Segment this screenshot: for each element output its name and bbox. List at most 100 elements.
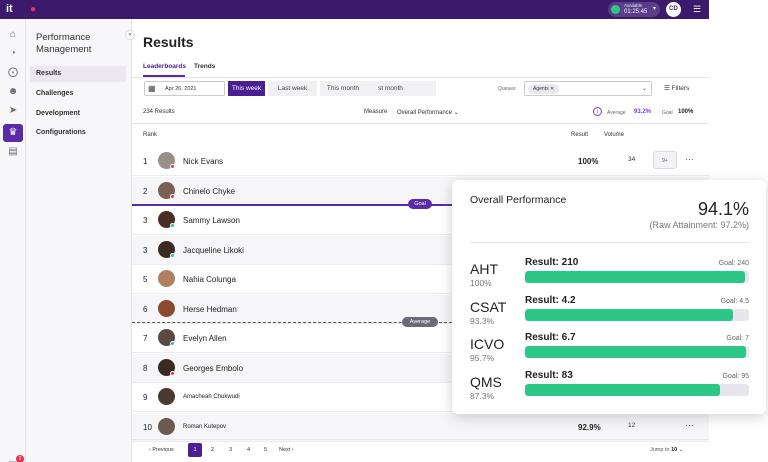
tab-trends[interactable]: Trends — [194, 63, 216, 70]
metric-name: ICVO — [470, 336, 505, 352]
goal-label: Goal — [662, 110, 673, 116]
more-options-icon[interactable]: ⋯ — [685, 154, 694, 164]
agent-name[interactable]: Amacheah Chukwudi — [183, 394, 240, 400]
agent-name[interactable]: Sammy Lawson — [183, 216, 240, 225]
previous-page-button[interactable]: ‹ Previous — [149, 447, 174, 453]
rank-value: 5 — [143, 275, 148, 284]
availability-status[interactable]: Available 01:25:45 ▾ — [608, 2, 660, 17]
table-row[interactable]: 9 Amacheah Chukwudi — [132, 383, 709, 412]
avatar[interactable] — [158, 299, 175, 317]
next-page-button[interactable]: Next › — [279, 447, 294, 453]
table-row[interactable]: 7 Evelyn Allen — [132, 324, 709, 353]
metric-progress-bar — [525, 308, 749, 321]
pagination: ‹ Previous 1 2 3 4 5 Next › Jump to 10 ⌄ — [132, 439, 709, 462]
more-options-icon[interactable]: ⋯ — [685, 419, 694, 430]
agent-name[interactable]: Jacqueline Likoki — [183, 245, 244, 255]
table-row[interactable]: 1 Nick Evans 100% 34 9+ ⋯ — [132, 147, 709, 176]
column-header-volume[interactable]: Volume — [604, 132, 625, 138]
presence-dot-icon — [170, 193, 175, 199]
metric-result: Result: 210 — [525, 257, 579, 268]
megaphone-icon[interactable]: ➤ — [8, 105, 18, 116]
clipboard-icon[interactable]: ▤ — [8, 146, 18, 157]
info-icon[interactable]: i — [593, 107, 602, 116]
avatar[interactable] — [158, 417, 175, 435]
metric-progress-fill — [525, 383, 720, 396]
app-logo[interactable]: it — [6, 3, 13, 15]
metric-goal: Goal: 240 — [718, 260, 749, 267]
metric-goal: Goal: 7 — [726, 335, 749, 342]
agent-name[interactable]: Evelyn Allen — [183, 334, 227, 343]
agent-name[interactable]: Chinelo Chyke — [183, 186, 236, 196]
team-icon[interactable]: ☻ — [7, 86, 19, 97]
trophy-icon[interactable]: ♛ — [3, 124, 23, 142]
page-button-4[interactable]: 4 — [247, 447, 251, 453]
goal-marker: Goal — [408, 199, 432, 209]
page-button-1[interactable]: 1 — [188, 443, 202, 457]
date-picker[interactable]: ▦ Apr 26, 2021 — [144, 81, 225, 96]
date-value: Apr 26, 2021 — [165, 86, 197, 92]
period-this-month[interactable]: This month — [320, 81, 366, 96]
filters-button[interactable]: ☰ Filters — [664, 85, 690, 92]
period-this-week[interactable]: This week — [228, 81, 265, 96]
page-button-5[interactable]: 5 — [264, 447, 268, 453]
apps-grid-icon[interactable]: ▦ — [8, 460, 20, 462]
presence-dot-icon — [170, 341, 175, 346]
agent-name[interactable]: Herse Hedman — [183, 304, 237, 314]
subnav-item-challenges[interactable]: Challenges — [36, 90, 74, 97]
subnav-item-development[interactable]: Development — [36, 110, 80, 117]
high-five-button[interactable]: 9+ — [653, 151, 677, 169]
period-last-week[interactable]: Last week — [268, 81, 317, 96]
table-row[interactable]: 3 Sammy Lawson — [132, 206, 709, 235]
rank-value: 1 — [143, 157, 148, 166]
avatar[interactable] — [158, 388, 175, 405]
collapse-chevron-icon[interactable]: « — [125, 30, 135, 40]
calendar-icon: ▦ — [148, 84, 156, 93]
page-button-2[interactable]: 2 — [211, 447, 215, 453]
tab-leaderboards[interactable]: Leaderboards — [143, 63, 186, 70]
metric-row: CSAT 93.3% Result: 4.2 Goal: 4.5 — [470, 295, 750, 335]
compass-icon[interactable]: ⨀ — [8, 67, 18, 78]
top-bar: it ● Available 01:25:45 ▾ CD ☰ — [0, 0, 709, 19]
left-rail: ⌂ ◔ ⨀ ☻ ➤ ♛ ▤ ▦ 2 — [0, 19, 26, 462]
agent-name[interactable]: Nick Evans — [183, 157, 224, 166]
column-header-result[interactable]: Result — [571, 132, 589, 138]
home-icon[interactable]: ⌂ — [9, 29, 17, 40]
agent-name[interactable]: Georges Embolo — [183, 363, 244, 373]
subnav-item-results[interactable]: Results — [30, 66, 126, 82]
status-timer: 01:25:45 — [624, 9, 648, 15]
main-content: Results Leaderboards Trends ▦ Apr 26, 20… — [132, 19, 709, 462]
card-subtitle: (Raw Attainment: 97.2%) — [649, 220, 749, 230]
metric-progress-fill — [525, 308, 734, 321]
subnav-item-configurations[interactable]: Configurations — [36, 129, 86, 136]
table-row[interactable]: 5 Nahia Colunga — [132, 265, 709, 294]
page-title: Results — [143, 34, 194, 50]
rank-value: 8 — [143, 363, 148, 373]
metric-progress-bar — [525, 271, 749, 283]
period-last-month[interactable]: st month — [366, 81, 436, 96]
column-header-rank[interactable]: Rank — [143, 132, 158, 138]
average-value: 93.2% — [634, 109, 652, 115]
agent-name[interactable]: Nahia Colunga — [183, 275, 236, 284]
average-label: Average — [607, 110, 626, 116]
queue-chip[interactable]: Agents ✕ — [528, 84, 560, 94]
queues-select[interactable]: Agents ✕ ⌄ — [524, 81, 652, 96]
user-avatar[interactable]: CD — [666, 2, 681, 17]
avatar[interactable] — [158, 270, 175, 287]
agent-name[interactable]: Roman Kutepov — [183, 423, 227, 430]
side-panel-icon[interactable]: ☰ — [693, 4, 702, 14]
table-row[interactable]: 10 Roman Kutepov 92.9% 12 ⋯ — [132, 412, 709, 442]
status-dot-icon — [611, 5, 620, 14]
metric-percent: 93.3% — [470, 315, 495, 326]
metric-progress-bar — [525, 346, 749, 358]
measure-select[interactable]: Overall Performance ⌄ — [397, 110, 459, 116]
metric-name: AHT — [470, 261, 498, 277]
jump-to-select[interactable]: Jump to 10 ⌄ — [650, 447, 684, 453]
metric-row: AHT 100% Result: 210 Goal: 240 — [470, 257, 750, 297]
divider — [132, 123, 709, 124]
page-button-3[interactable]: 3 — [229, 447, 233, 453]
dashboard-icon[interactable]: ◔ — [9, 48, 17, 59]
rank-value: 10 — [143, 422, 152, 432]
active-tab-indicator — [143, 75, 185, 77]
metric-result: Result: 6.7 — [525, 332, 576, 343]
metric-goal: Goal: 4.5 — [720, 297, 749, 305]
